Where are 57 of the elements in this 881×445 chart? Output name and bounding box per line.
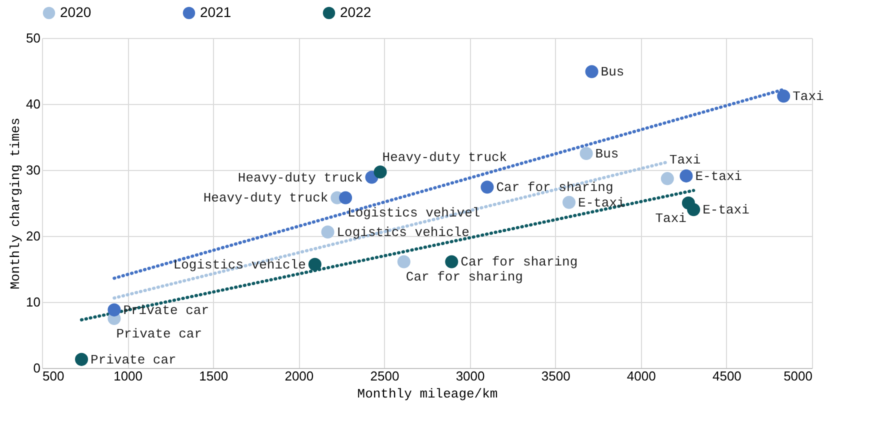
data-label: Car for sharing <box>460 254 578 270</box>
y-axis-title: Monthly charging times <box>8 118 24 290</box>
x-tick-label: 1500 <box>199 368 228 384</box>
x-tick-label: 500 <box>42 368 64 384</box>
point <box>445 255 458 268</box>
data-label: Bus <box>595 146 619 162</box>
legend-label: 2020 <box>60 4 92 20</box>
point <box>585 65 598 78</box>
y-tick-label: 0 <box>33 360 40 376</box>
point <box>321 226 334 239</box>
x-tick-label: 3500 <box>541 368 570 384</box>
point <box>75 352 88 366</box>
data-label: Taxi <box>655 211 687 226</box>
data-label: Car for sharing <box>406 270 523 285</box>
point <box>777 90 790 103</box>
y-tick-label: 50 <box>26 30 40 46</box>
data-label: Logistics vehicle <box>336 225 470 240</box>
point <box>397 255 410 268</box>
x-axis-title: Monthly mileage/km <box>357 386 498 402</box>
x-tick-label: 3000 <box>456 368 485 384</box>
data-label: Private car <box>116 326 202 342</box>
y-tick-label: 40 <box>26 96 40 112</box>
point <box>680 169 693 182</box>
data-label: E-taxi <box>578 195 626 210</box>
point <box>374 165 387 178</box>
legend-label: 2022 <box>340 4 372 20</box>
data-label: E-taxi <box>702 202 750 218</box>
point <box>339 191 352 204</box>
point <box>660 172 674 186</box>
data-label: Heavy-duty truck <box>382 150 508 165</box>
data-label: Bus <box>600 64 624 80</box>
legend-label: 2021 <box>200 4 232 20</box>
x-tick-label: 4500 <box>712 368 742 384</box>
y-tick-label: 10 <box>26 294 40 310</box>
data-label: Heavy-duty truck <box>238 170 363 186</box>
data-label: Car for sharing <box>496 180 614 196</box>
point <box>108 303 121 316</box>
x-tick-label: 2000 <box>284 368 314 384</box>
data-label: Logistics vehivel <box>348 206 480 221</box>
point <box>580 146 593 160</box>
point <box>480 180 494 194</box>
data-label: Private car <box>90 352 176 368</box>
x-tick-label: 5000 <box>784 368 812 384</box>
data-label: Private car <box>123 302 210 318</box>
x-tick-label: 1000 <box>114 368 143 384</box>
y-tick-label: 30 <box>26 162 40 178</box>
data-label: Taxi <box>792 89 824 104</box>
data-label: Heavy-duty truck <box>203 190 328 206</box>
data-label: Taxi <box>669 152 701 168</box>
point <box>308 258 322 271</box>
x-tick-label: 4000 <box>626 368 656 384</box>
point <box>562 196 576 209</box>
data-label: Logistics vehicle <box>173 257 306 272</box>
x-tick-label: 2500 <box>370 368 400 384</box>
data-label: E-taxi <box>695 168 742 184</box>
y-tick-label: 20 <box>26 228 40 244</box>
point <box>687 203 700 216</box>
